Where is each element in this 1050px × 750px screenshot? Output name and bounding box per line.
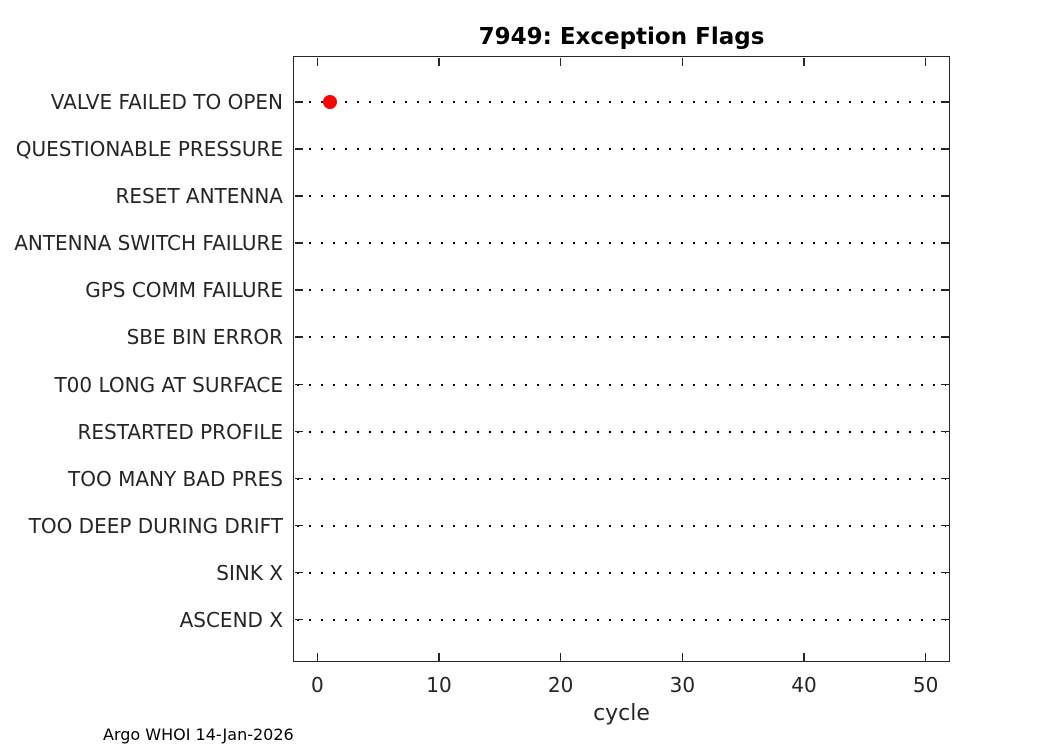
grid-dotted-line [297,289,946,292]
y-axis-tick-left [294,195,303,197]
y-tick-label: ASCEND X [179,607,283,632]
x-tick-label: 20 [547,673,574,697]
y-axis-tick-right [940,524,949,527]
grid-dotted-line [297,571,946,574]
y-axis-tick-left [294,524,303,527]
chart-title: 7949: Exception Flags [478,24,765,50]
x-tick-label: 0 [310,673,324,697]
annotation-watermark: Argo WHOI 14-Jan-2026 [103,725,294,744]
x-axis-tick-bottom [438,652,440,661]
grid-dotted-line [297,477,946,480]
y-tick-label: TOO DEEP DURING DRIFT [28,513,283,538]
y-axis-tick-right [940,430,949,433]
grid-dotted-line [297,618,946,621]
x-tick-label: 50 [912,673,939,697]
x-axis-tick-top [438,57,440,66]
data-point-marker [322,95,337,109]
y-axis-tick-right [940,477,949,480]
y-tick-label: VALVE FAILED TO OPEN [50,90,283,114]
plot-area [293,56,950,662]
x-tick-label: 30 [669,673,696,697]
y-axis-tick-right [940,289,949,291]
x-axis-label: cycle [593,701,650,726]
y-axis-tick-left [294,242,303,244]
y-axis-tick-right [940,101,949,103]
x-axis-tick-top [924,57,927,66]
grid-dotted-line [297,336,946,339]
x-axis-tick-top [803,57,805,66]
x-axis-tick-top [316,57,319,66]
y-axis-tick-left [294,101,303,103]
y-tick-label: RESTARTED PROFILE [77,419,283,444]
x-tick-label: 10 [426,673,452,697]
y-axis-tick-left [294,430,303,433]
y-axis-tick-right [940,195,949,197]
y-tick-label: TOO MANY BAD PRES [68,466,283,491]
y-axis-tick-right [940,571,949,574]
y-tick-label: SBE BIN ERROR [126,325,283,350]
y-axis-tick-right [940,148,949,150]
grid-dotted-line [297,383,946,386]
y-axis-tick-left [294,383,303,386]
y-axis-tick-left [294,618,303,621]
y-axis-tick-left [294,571,303,574]
grid-dotted-line [297,524,946,527]
grid-dotted-line [297,430,946,433]
y-axis-tick-right [940,618,949,621]
x-axis-tick-bottom [681,652,684,661]
grid-dotted-line [297,101,946,103]
y-tick-label: SINK X [216,560,283,585]
y-tick-label: GPS COMM FAILURE [85,278,283,303]
y-axis-tick-left [294,477,303,480]
x-axis-tick-top [559,57,562,66]
x-axis-tick-bottom [924,652,927,661]
y-axis-tick-right [940,336,949,338]
x-axis-tick-bottom [803,652,805,661]
x-axis-tick-top [681,57,684,66]
y-axis-tick-right [940,383,949,386]
y-axis-tick-right [940,242,949,244]
y-tick-label: ANTENNA SWITCH FAILURE [14,231,283,256]
y-axis-tick-left [294,289,303,291]
x-axis-tick-bottom [559,652,562,661]
grid-dotted-line [297,195,946,198]
grid-dotted-line [297,148,946,151]
y-axis-tick-left [294,148,303,150]
y-tick-label: QUESTIONABLE PRESSURE [15,137,283,162]
x-tick-label: 40 [791,673,817,697]
y-tick-label: RESET ANTENNA [115,184,283,209]
y-axis-tick-left [294,336,303,338]
x-axis-tick-bottom [316,652,319,661]
y-tick-label: T00 LONG AT SURFACE [54,372,283,397]
grid-dotted-line [297,242,946,245]
